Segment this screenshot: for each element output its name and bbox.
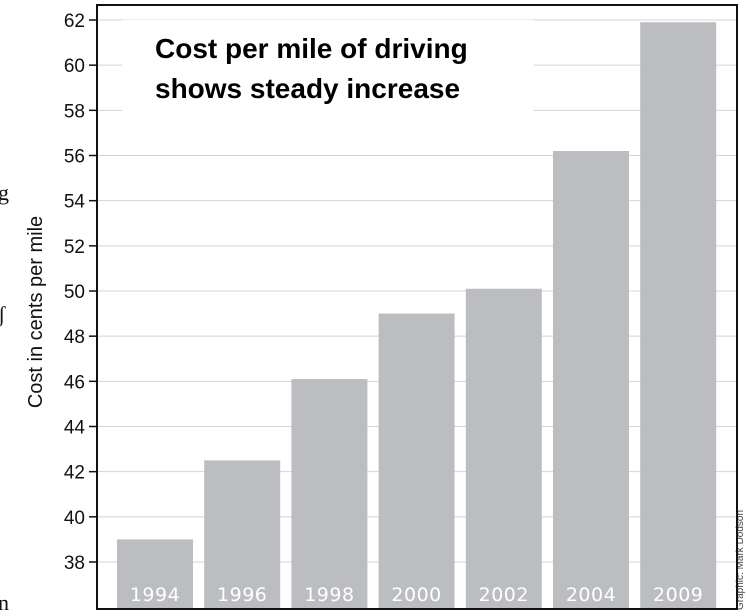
y-tick-label: 40 [64,508,85,529]
bar [378,313,455,609]
y-tick-label: 60 [64,56,85,77]
y-tick-label: 50 [64,282,85,303]
stray-text-g: g [0,180,9,205]
y-tick-labels: 38 40 42 44 46 48 50 52 54 56 58 60 62 [64,11,97,574]
y-tick-label: 54 [64,192,86,213]
stray-text-fragment: ʃ [0,302,6,327]
y-tick-label: 56 [64,147,85,168]
y-tick-label: 38 [64,553,85,574]
x-category-label: 2002 [479,584,529,606]
bar [553,150,629,609]
y-tick-label: 62 [64,11,85,32]
y-tick-label: 44 [64,418,86,439]
y-tick-label: 46 [64,372,85,393]
x-category-label: 1998 [304,584,354,606]
y-tick-label: 58 [64,101,85,122]
plot-frame [96,4,738,610]
category-labels: 1994 1996 1998 2000 2002 2004 2009 [130,584,703,606]
x-category-label: 2000 [391,584,441,606]
y-tick-label: 52 [64,237,85,258]
x-category-label: 2004 [566,584,616,606]
bar [204,460,281,609]
y-tick-label: 48 [64,327,85,348]
stray-text-n: n [0,590,9,615]
y-tick-label: 42 [64,463,85,484]
bar [640,22,717,609]
bar [117,539,193,609]
y-axis-label: Cost in cents per mile [25,216,47,408]
x-category-label: 1994 [130,584,180,606]
bar [465,288,542,609]
graphic-credit: Graphic: Mark Dodson [735,510,746,610]
bar [291,379,368,609]
title-box [122,20,534,112]
x-category-label: 2009 [653,584,703,606]
bars [117,22,717,609]
chart-title-line-1: Cost per mile of driving [155,33,468,64]
x-category-label: 1996 [217,584,267,606]
chart-title-line-2: shows steady increase [155,73,460,104]
